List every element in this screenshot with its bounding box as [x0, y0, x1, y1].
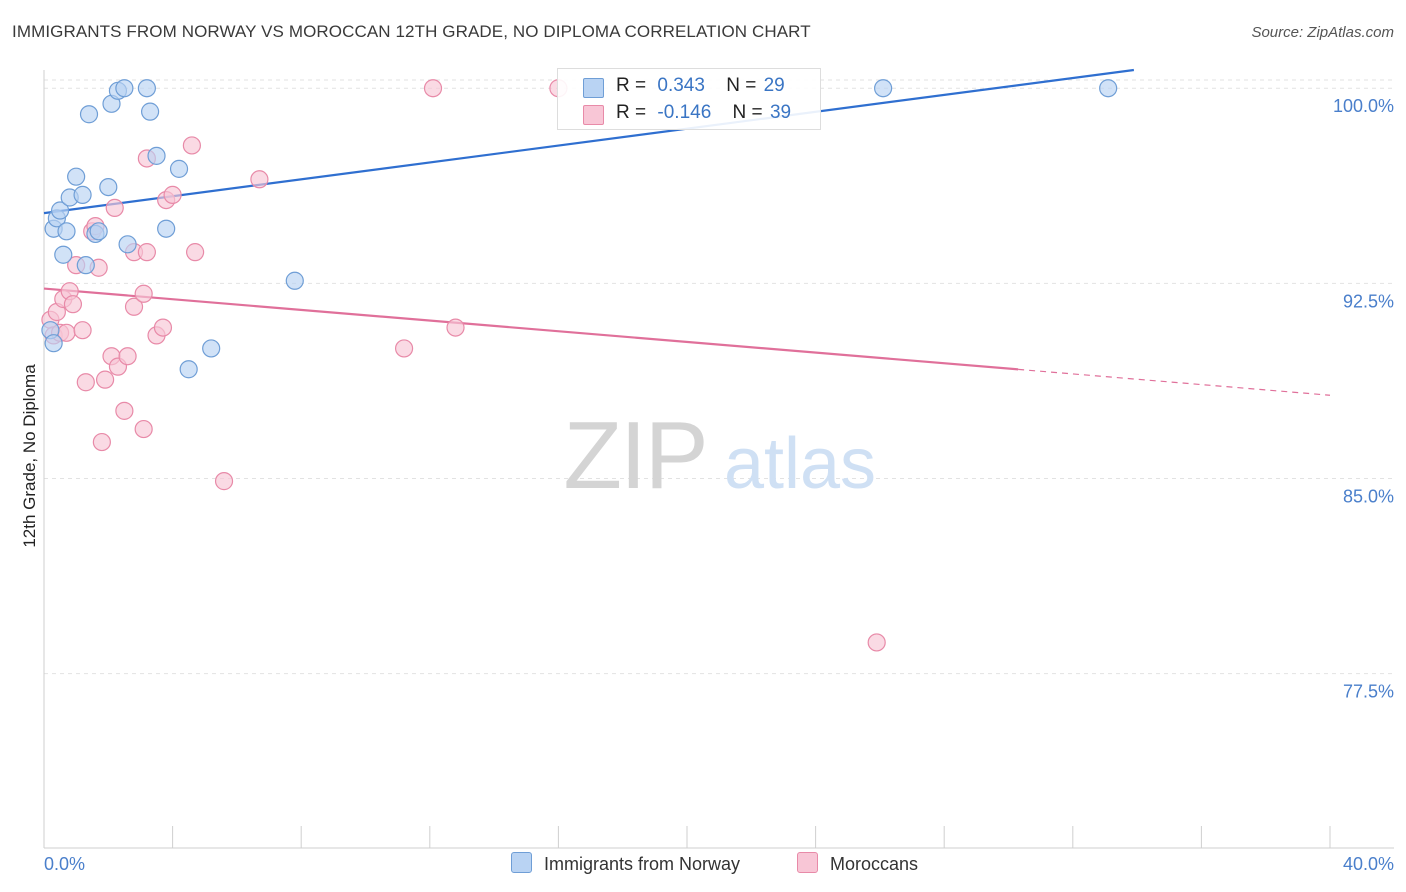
blue-point [54, 245, 73, 264]
pink-point [134, 419, 153, 439]
pink-point [124, 297, 144, 316]
blue-point [115, 79, 134, 98]
pink-point [115, 401, 134, 420]
legend-swatch-pink [583, 105, 604, 125]
data-points [41, 79, 1118, 652]
watermark-zip: ZIP [563, 402, 706, 509]
bottom-legend-norway: Immigrants from Norway [511, 852, 740, 875]
legend-r-value: 0.343 [657, 75, 705, 96]
blue-point [44, 334, 63, 353]
pink-point [163, 185, 182, 204]
pink-trend-extension [1018, 368, 1331, 396]
bottom-legend-swatch-pink [797, 852, 818, 873]
y-tick-label: 100.0% [1333, 96, 1394, 116]
blue-point [157, 219, 176, 238]
blue-point [137, 79, 156, 98]
bottom-legend-swatch-blue [511, 852, 532, 873]
x-tick-label: 0.0% [44, 854, 85, 874]
watermark-atlas: atlas [724, 424, 876, 504]
blue-point [147, 146, 166, 165]
legend-r-value: -0.146 [657, 102, 712, 123]
pink-point [153, 318, 173, 337]
blue-trend-line [43, 68, 1135, 215]
axes [43, 70, 1394, 849]
blue-point [118, 235, 137, 254]
pink-trend-line [43, 287, 1019, 371]
blue-point [202, 339, 221, 358]
bottom-legend-moroccans: Moroccans [797, 852, 918, 875]
bottom-legend-label: Immigrants from Norway [544, 854, 741, 874]
pink-point [186, 243, 205, 262]
pink-point [92, 432, 111, 452]
blue-point [57, 222, 76, 241]
blue-point [874, 79, 893, 98]
legend-r-label: R = [616, 75, 647, 96]
bottom-legend-label: Moroccans [830, 854, 919, 874]
pink-point [446, 318, 465, 337]
blue-point [285, 271, 304, 290]
pink-point [423, 79, 443, 98]
source-credit: Source: ZipAtlas.com [1251, 24, 1394, 41]
correlation-legend: R = 0.343 N = 29 R = -0.146 N = 39 [557, 68, 821, 130]
pink-point [250, 170, 269, 189]
x-tick-label: 40.0% [1343, 854, 1394, 874]
blue-point [179, 360, 198, 379]
blue-point [89, 222, 108, 241]
pink-point [63, 295, 83, 314]
blue-point [1099, 79, 1118, 98]
legend-n-label: N = [726, 75, 757, 96]
y-tick-label: 92.5% [1343, 291, 1394, 311]
blue-point [50, 201, 70, 220]
pink-point [867, 633, 886, 652]
pink-point [76, 373, 95, 392]
blue-point [73, 185, 92, 204]
pink-point [394, 339, 414, 358]
pink-point [118, 347, 137, 366]
y-tick-label: 77.5% [1343, 682, 1394, 702]
blue-point [67, 167, 86, 186]
tick-labels: 100.0% 92.5% 85.0% 77.5% 0.0% 40.0% [44, 96, 1394, 874]
y-tick-label: 85.0% [1343, 487, 1394, 507]
pink-point [134, 284, 153, 303]
blue-point [76, 256, 95, 275]
legend-swatch-blue [583, 78, 604, 98]
pink-point [182, 136, 201, 155]
blue-point [169, 159, 189, 178]
blue-point [140, 102, 160, 121]
blue-point [99, 177, 118, 197]
pink-point [105, 198, 124, 218]
chart-title: IMMIGRANTS FROM NORWAY VS MOROCCAN 12TH … [12, 22, 811, 41]
pink-point [214, 472, 234, 491]
legend-r-label: R = [616, 102, 647, 123]
gridlines [44, 79, 1394, 675]
watermark: ZIP atlas [563, 402, 876, 509]
legend-n-label: N = [732, 102, 763, 123]
legend-n-value: 39 [769, 102, 792, 123]
blue-point [79, 105, 99, 124]
pink-point [73, 321, 92, 340]
pink-point [95, 370, 115, 389]
trend-lines [43, 68, 1331, 396]
legend-n-value: 29 [763, 75, 785, 96]
pink-point [137, 243, 156, 262]
